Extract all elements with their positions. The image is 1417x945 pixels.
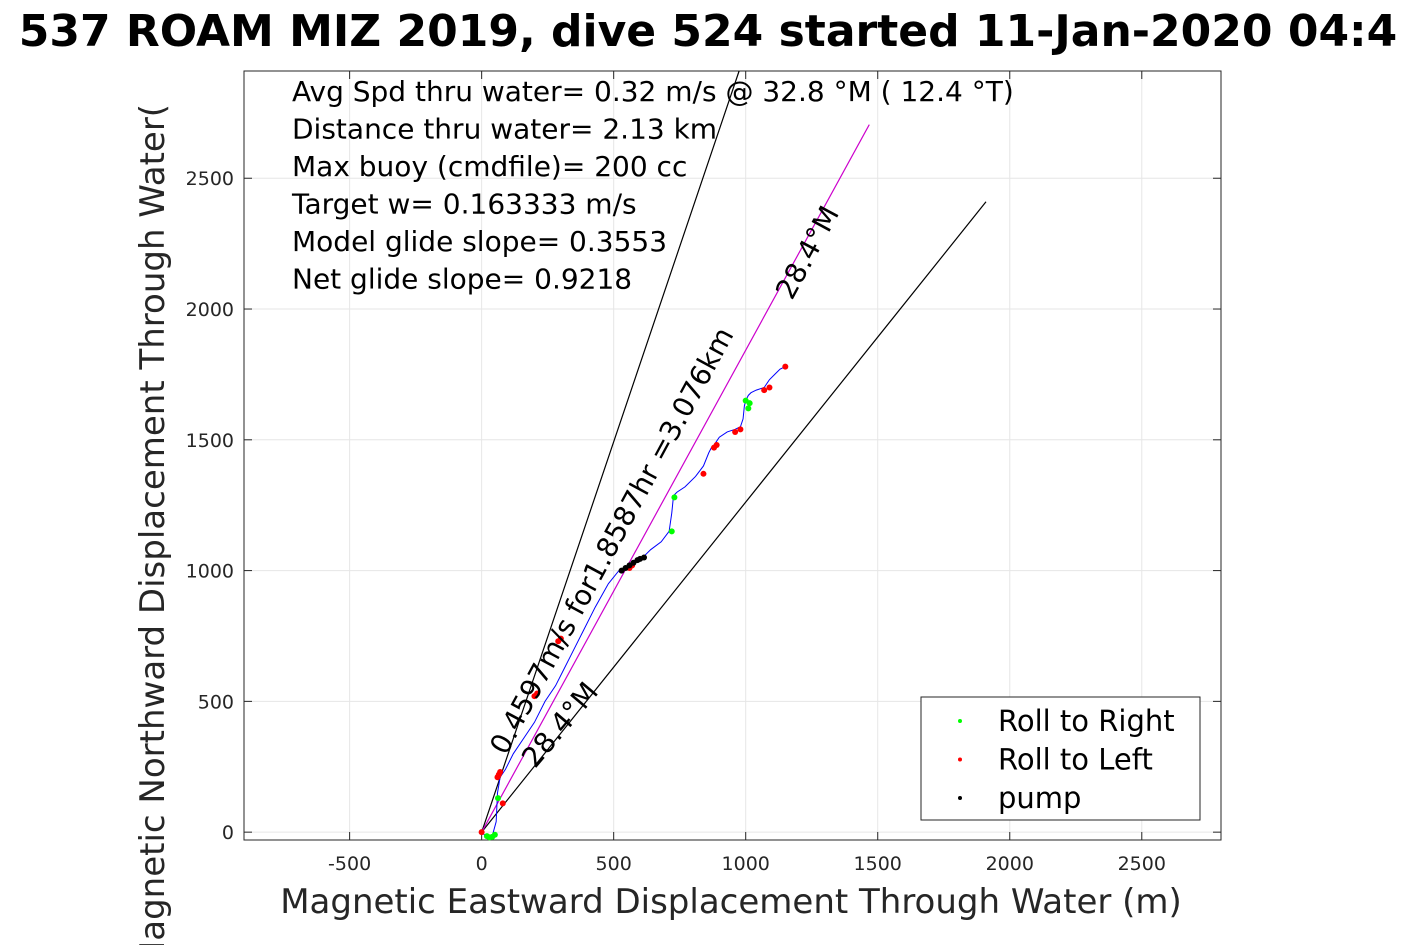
x-tick-label: 1000 (722, 853, 770, 875)
point-roll-to-right (742, 397, 749, 404)
legend: Roll to Right Roll to Left pump (920, 696, 1201, 821)
legend-label: Roll to Right (998, 704, 1175, 738)
legend-label: Roll to Left (998, 743, 1153, 777)
annotation-line: Avg Spd thru water= 0.32 m/s @ 32.8 °M (… (292, 75, 1014, 108)
x-tick-label: -500 (328, 853, 371, 875)
point-roll-to-right (745, 405, 752, 412)
annotation-line: Target w= 0.163333 m/s (291, 188, 637, 221)
reference-line (481, 124, 870, 833)
point-roll-to-left (534, 690, 541, 697)
x-tick-label: 2000 (986, 853, 1034, 875)
chart-title: 537 ROAM MIZ 2019, dive 524 started 11-J… (19, 6, 1398, 57)
annotation-block: Avg Spd thru water= 0.32 m/s @ 32.8 °M (… (291, 75, 1014, 296)
annotation-line: Max buoy (cmdfile)= 200 cc (292, 150, 687, 183)
point-pump (641, 554, 648, 561)
y-axis-label: Magnetic Northward Displacement Through … (133, 104, 173, 945)
point-roll-to-left (766, 384, 773, 391)
y-tick-label: 2500 (186, 168, 234, 190)
y-tick-label: 2000 (186, 299, 234, 321)
point-roll-to-left (557, 635, 564, 642)
reference-line (481, 201, 987, 833)
y-tick-label: 1500 (186, 430, 234, 452)
series-line-track (481, 366, 786, 838)
point-roll-to-right (671, 494, 678, 501)
point-roll-to-left (700, 470, 707, 477)
reference-lines (481, 70, 987, 833)
grid (244, 71, 1221, 840)
annotation-line: Model glide slope= 0.3553 (292, 225, 667, 258)
point-roll-to-left (478, 829, 485, 836)
point-roll-to-left (782, 363, 789, 370)
x-tick-label: 500 (596, 853, 632, 875)
x-tick-label: 0 (476, 853, 488, 875)
point-roll-to-right (495, 795, 502, 802)
x-tick-label: 1500 (854, 853, 902, 875)
plot-area (243, 70, 1222, 841)
legend-marker (958, 757, 962, 762)
legend-box (920, 696, 1201, 821)
legend-marker (958, 796, 962, 800)
point-roll-to-right (668, 528, 675, 535)
point-roll-to-left (499, 800, 506, 807)
point-roll-to-right (491, 831, 498, 838)
point-roll-to-left (713, 442, 720, 449)
y-tick-label: 1000 (186, 561, 234, 583)
annotation-line: Distance thru water= 2.13 km (292, 113, 717, 146)
line-label: 0.4597m/s for1.8587hr =3.076km (483, 322, 740, 760)
axis-ticks: -500 0 500 1000 1500 2000 2500 0 500 1000 1500 2000… (186, 71, 1221, 875)
point-roll-to-left (761, 387, 768, 394)
point-roll-to-left (497, 768, 504, 775)
x-tick-label: 2500 (1118, 853, 1166, 875)
legend-label: pump (998, 781, 1081, 815)
y-tick-label: 500 (198, 691, 234, 713)
x-axis-label: Magnetic Eastward Displacement Through W… (280, 882, 1182, 922)
point-roll-to-left (737, 426, 744, 433)
line-label: 28.4°M (769, 200, 846, 304)
y-tick-label: 0 (222, 822, 234, 844)
reference-line (481, 70, 740, 833)
chart-marks (478, 363, 789, 841)
point-roll-to-left (732, 428, 739, 435)
legend-marker (958, 719, 962, 723)
annotation-line: Net glide slope= 0.9218 (292, 263, 632, 296)
